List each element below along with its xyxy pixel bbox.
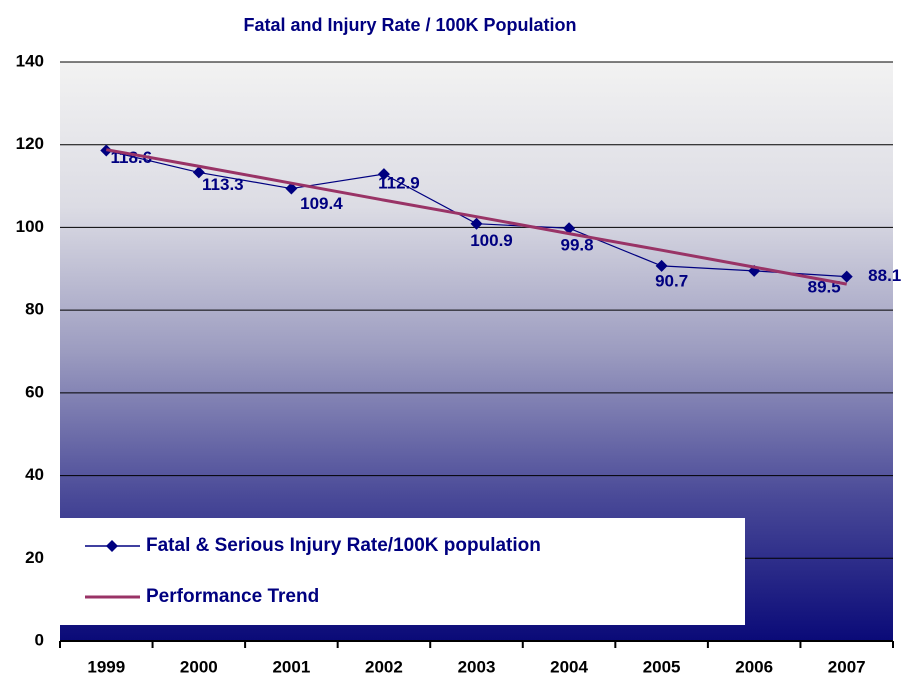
marker bbox=[470, 217, 483, 230]
legend-label: Performance Trend bbox=[146, 586, 319, 607]
y-tick-label: 140 bbox=[16, 51, 44, 70]
marker bbox=[655, 259, 668, 272]
x-tick-label: 2002 bbox=[365, 657, 403, 676]
data-label: 99.8 bbox=[561, 236, 594, 255]
x-tick-label: 1999 bbox=[87, 657, 125, 676]
y-tick-label: 80 bbox=[25, 300, 44, 319]
data-label: 112.9 bbox=[378, 174, 420, 193]
x-tick-label: 2001 bbox=[272, 657, 310, 676]
marker bbox=[285, 182, 298, 195]
y-tick-label: 100 bbox=[16, 217, 44, 236]
y-tick-label: 60 bbox=[25, 382, 44, 401]
marker bbox=[840, 270, 853, 283]
x-tick-label: 2003 bbox=[458, 657, 496, 676]
data-label: 88.1 bbox=[868, 266, 901, 285]
marker bbox=[192, 166, 205, 179]
y-tick-label: 0 bbox=[35, 630, 44, 649]
marker bbox=[377, 168, 390, 181]
legend-label: Fatal & Serious Injury Rate/100K populat… bbox=[146, 535, 541, 556]
chart-title: Fatal and Injury Rate / 100K Population bbox=[243, 15, 576, 35]
data-label: 109.4 bbox=[300, 194, 343, 213]
legend-marker bbox=[106, 540, 118, 552]
x-tick-label: 2006 bbox=[735, 657, 773, 676]
data-label: 113.3 bbox=[202, 175, 244, 194]
x-tick-label: 2005 bbox=[643, 657, 681, 676]
x-tick-label: 2000 bbox=[180, 657, 218, 676]
x-tick-label: 2004 bbox=[550, 657, 588, 676]
x-tick-label: 2007 bbox=[828, 657, 866, 676]
y-tick-label: 40 bbox=[25, 465, 44, 484]
y-tick-label: 120 bbox=[16, 134, 44, 153]
y-tick-label: 20 bbox=[25, 548, 44, 567]
legend bbox=[60, 518, 745, 625]
marker bbox=[563, 222, 576, 235]
data-label: 100.9 bbox=[470, 231, 513, 250]
data-label: 90.7 bbox=[655, 271, 688, 290]
series-line bbox=[106, 148, 847, 286]
